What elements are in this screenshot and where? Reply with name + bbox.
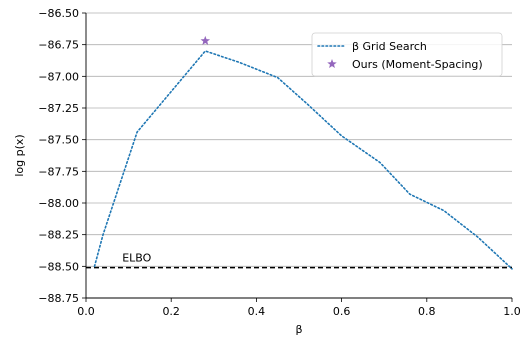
y-tick-label: −87.50 xyxy=(38,134,79,147)
x-tick-label: 1.0 xyxy=(503,305,521,318)
y-tick-label: −87.75 xyxy=(38,165,79,178)
y-tick-label: −88.00 xyxy=(38,197,79,210)
y-tick-label: −86.50 xyxy=(38,7,79,20)
y-tick-label: −88.75 xyxy=(38,292,79,305)
x-axis-label: β xyxy=(295,323,302,336)
y-tick-label: −88.50 xyxy=(38,260,79,273)
legend-label-ours: Ours (Moment-Spacing) xyxy=(352,58,483,71)
y-tick-label: −86.75 xyxy=(38,39,79,52)
legend-box xyxy=(311,32,503,77)
x-tick-label: 0.0 xyxy=(77,305,95,318)
x-tick-label: 0.4 xyxy=(248,305,266,318)
grid-search-line xyxy=(93,50,513,270)
y-tick-label: −88.25 xyxy=(38,229,79,242)
x-tick-label: 0.8 xyxy=(418,305,436,318)
y-tick-label: −87.25 xyxy=(38,102,79,115)
y-axis-label: log p(x) xyxy=(13,134,26,176)
x-tick-label: 0.6 xyxy=(333,305,351,318)
elbo-label: ELBO xyxy=(122,252,151,265)
x-tick-label: 0.2 xyxy=(162,305,180,318)
y-tick-label: −87.00 xyxy=(38,70,79,83)
legend-swatch-ours xyxy=(327,59,337,69)
ours-star-point xyxy=(200,35,211,45)
legend-label-grid-search: β Grid Search xyxy=(352,40,427,53)
